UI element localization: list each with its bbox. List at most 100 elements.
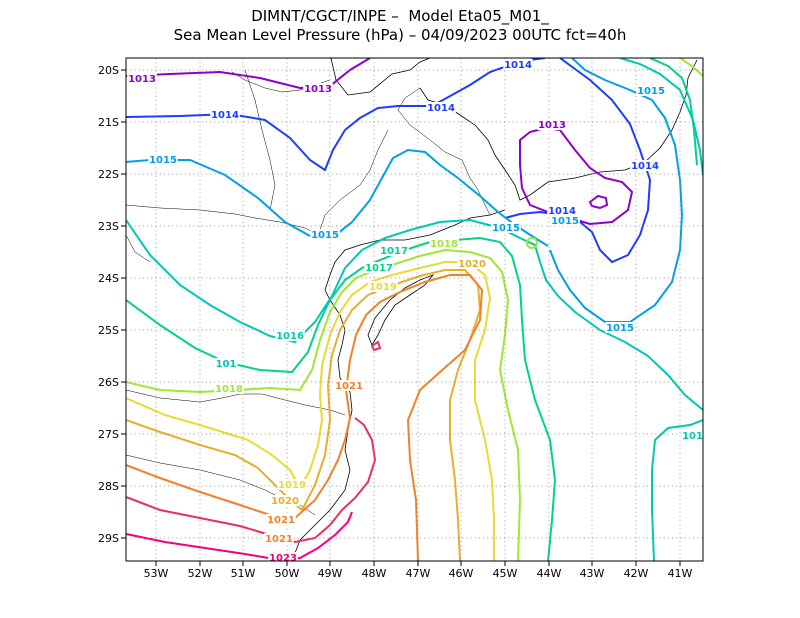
isobar-label-bg [310,229,340,240]
isobar-1020 [126,269,482,561]
isobar-label-bg [270,495,300,506]
coastline [291,58,698,561]
isobar-label: 1019 [369,282,397,293]
isobar-label-bg [630,160,660,171]
isobar-1016-se [651,419,703,561]
isobar-label: 1013 [538,120,566,131]
isobar-1016-east [619,58,703,176]
lon-tick-label: 41W [668,567,693,580]
lon-tick-label: 50W [275,567,300,580]
border-lines [126,69,491,516]
lon-tick-label: 53W [144,567,169,580]
isobar-1017-east [649,58,698,166]
coastline-main [291,58,698,561]
isobar-label-bg [550,215,580,226]
isobar-1016-west [126,218,703,411]
isobar-label-bg [303,83,333,94]
isobar-label: 1018 [430,239,458,250]
isobar-label-bg [605,322,635,333]
isobar-label-bg [491,222,521,233]
isobar-label-bg [268,552,298,561]
isobar-1018-ring [525,237,538,249]
isobar-label: 1015 [551,216,579,227]
isobars [126,58,703,561]
isobar-labels: 1013101310131014101410141014101410151015… [127,59,710,564]
isobar-label: 1015 [637,86,665,97]
isobar-label: 1016 [682,431,710,442]
isobar-label-bg [264,533,294,544]
lon-tick-label: 45W [493,567,518,580]
isobar-1022-blob [370,340,382,352]
lat-tick-label: 28S [98,480,119,493]
figure-title: DIMNT/CGCT/INPE – Model Eta05_M01_ [251,7,549,25]
isobar-label-bg [457,258,487,269]
isobar-label-bg [334,380,364,391]
lon-tick-label: 52W [188,567,213,580]
lat-tick-label: 29S [98,532,119,545]
lat-tick-label: 23S [98,220,119,233]
isobar-label-bg [681,430,703,441]
isobar-label-bg [127,73,157,84]
isobar-1017-west [126,236,557,561]
lon-tick-label: 43W [580,567,605,580]
lon-tick-label: 51W [231,567,256,580]
isobar-label-bg [210,109,240,120]
isobar-label-bg [277,479,307,490]
isobar-1019 [126,261,495,561]
isobar-label-bg [266,514,296,525]
lon-tick-label: 46W [449,567,474,580]
lat-tick-label: 24S [98,272,119,285]
isobar-label-bg [364,262,394,273]
isobar-label-bg [426,102,456,113]
isobar-label: 1015 [311,230,339,241]
isobar-label: 1018 [215,384,243,395]
axis-tick-labels: 20S 21S 22S 23S 24S 25S 26S 27S 28S 29S 53W 52W 51W 5… [98,64,693,580]
isobar-label-bg [636,85,666,96]
isobar-label-bg [537,119,567,130]
figure-subtitle: Sea Mean Level Pressure (hPa) – 04/09/20… [173,26,627,44]
isobar-label: 1017 [380,246,408,257]
isobar-label: 1021 [265,534,293,545]
isobar-label-bg [368,281,398,292]
isobar-1015-west [126,148,549,247]
isobar-1021 [126,274,484,561]
isobar-label: 1020 [271,496,299,507]
lat-tick-label: 20S [98,64,119,77]
lon-tick-label: 47W [406,567,431,580]
isobar-1013-west [126,58,371,90]
isobar-label: 1019 [278,480,306,491]
isobar-label-bg [214,383,244,394]
lat-tick-label: 26S [98,376,119,389]
isobar-label: 1017 [365,263,393,274]
isobar-label: 1014 [504,60,532,71]
lon-tick-label: 49W [318,567,343,580]
isobar-1013-closed [588,194,609,210]
isobar-label: 1015 [149,155,177,166]
isobar-label-bg [429,238,459,249]
isobar-label-bg [547,205,577,216]
lat-tick-label: 27S [98,428,119,441]
lat-tick-label: 21S [98,116,119,129]
isobar-label: 1015 [606,323,634,334]
isobar-label-bg [379,245,409,256]
plot-frame [125,57,704,562]
isobar-label-bg [148,154,178,165]
isobar-label: 1013 [304,84,332,95]
isobar-label: 1016 [276,331,304,342]
lat-tick-label: 25S [98,324,119,337]
lat-tick-label: 22S [98,168,119,181]
isobar-label: 1021 [335,381,363,392]
isobar-1018-east [679,58,703,77]
lon-tick-label: 48W [362,567,387,580]
isobar-label: 1021 [267,515,295,526]
isobar-label: 1013 [128,74,156,85]
isobar-label: 1014 [548,206,576,217]
isobar-label-bg [503,59,533,70]
isobar-label: 1015 [492,223,520,234]
isobar-label-bg [214,358,238,369]
isobar-1018-west [126,248,522,561]
lon-tick-label: 42W [624,567,649,580]
isobar-label: 1023 [269,553,297,564]
